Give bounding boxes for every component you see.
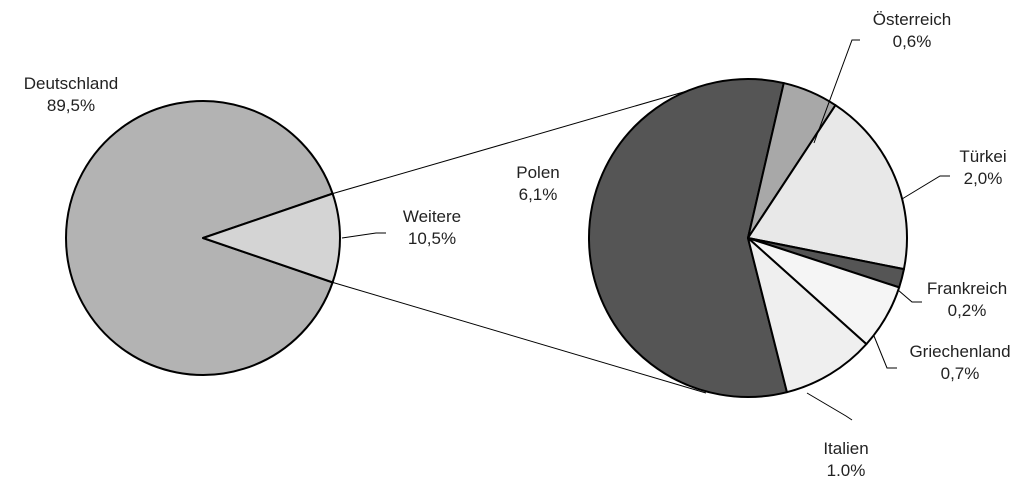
slice-turkei bbox=[747, 104, 909, 271]
connector-line-bottom bbox=[332, 281, 707, 394]
label-griechenland: Griechenland 0,7% bbox=[909, 342, 1010, 383]
leader-lines bbox=[341, 39, 950, 421]
label-value: 0,7% bbox=[941, 364, 980, 383]
label-value: 0,2% bbox=[948, 301, 987, 320]
label-deutschland: Deutschland 89,5% bbox=[24, 74, 119, 115]
label-frankreich: Frankreich 0,2% bbox=[927, 279, 1007, 320]
main-pie bbox=[65, 100, 341, 376]
label-name: Frankreich bbox=[927, 279, 1007, 298]
label-value: 89,5% bbox=[47, 96, 95, 115]
slice-weitere bbox=[202, 192, 341, 284]
label-osterreich: Österreich 0,6% bbox=[873, 10, 951, 51]
label-name: Polen bbox=[516, 163, 559, 182]
label-polen: Polen 6,1% bbox=[516, 163, 559, 204]
label-value: 2,0% bbox=[964, 169, 1003, 188]
label-value: 6,1% bbox=[519, 185, 558, 204]
slice-deutschland bbox=[65, 100, 334, 376]
label-value: 10,5% bbox=[408, 229, 456, 248]
slice-italien bbox=[747, 237, 868, 394]
leader-frankreich bbox=[897, 289, 922, 303]
slice-polen bbox=[588, 78, 788, 398]
label-name: Deutschland bbox=[24, 74, 119, 93]
connector-lines bbox=[332, 90, 707, 394]
leader-weitere bbox=[341, 232, 386, 239]
label-turkei: Türkei 2,0% bbox=[959, 147, 1006, 188]
label-italien: Italien 1.0% bbox=[823, 439, 868, 480]
leader-italien bbox=[806, 392, 853, 421]
label-name: Weitere bbox=[403, 207, 461, 226]
label-weitere: Weitere 10,5% bbox=[403, 207, 461, 248]
leader-griechenland bbox=[873, 335, 897, 369]
label-name: Italien bbox=[823, 439, 868, 458]
label-value: 0,6% bbox=[893, 32, 932, 51]
leader-turkei bbox=[901, 175, 950, 200]
leader-osterreich bbox=[813, 39, 860, 144]
slice-labels: Deutschland 89,5% Weitere 10,5% Polen 6,1% Öst… bbox=[24, 10, 1011, 480]
connector-line-top bbox=[332, 90, 688, 195]
secondary-pie bbox=[588, 78, 909, 398]
label-value: 1.0% bbox=[827, 461, 866, 480]
label-name: Türkei bbox=[959, 147, 1006, 166]
label-name: Griechenland bbox=[909, 342, 1010, 361]
label-name: Österreich bbox=[873, 10, 951, 29]
